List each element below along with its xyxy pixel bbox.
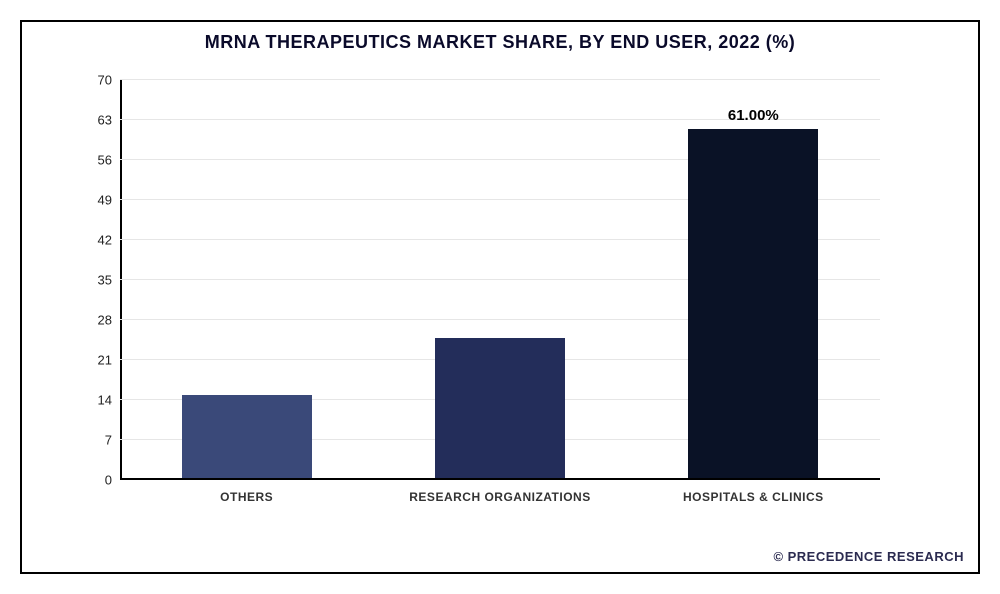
y-tick-label: 63 [80,113,112,128]
footer-credit: © PRECEDENCE RESEARCH [773,549,964,564]
y-tick-label: 49 [80,193,112,208]
bar [435,338,565,478]
x-axis-label: HOSPITALS & CLINICS [627,490,880,504]
chart-title: MRNA THERAPEUTICS MARKET SHARE, BY END U… [0,32,1000,53]
y-tick-label: 28 [80,313,112,328]
bar-slot: 61.00% [627,129,880,478]
bar: 61.00% [688,129,818,478]
x-axis-labels: OTHERSRESEARCH ORGANIZATIONSHOSPITALS & … [120,490,880,504]
y-tick-label: 14 [80,393,112,408]
x-axis-label: RESEARCH ORGANIZATIONS [373,490,626,504]
y-tick-label: 56 [80,153,112,168]
y-tick-label: 42 [80,233,112,248]
x-axis [120,478,880,480]
x-axis-label: OTHERS [120,490,373,504]
bar-slot [120,395,373,478]
y-tick-label: 7 [80,433,112,448]
bars-container: 61.00% [120,80,880,478]
y-tick-label: 35 [80,273,112,288]
y-tick-label: 0 [80,473,112,488]
bar [182,395,312,478]
plot-area: 07142128354249566370 61.00% [120,80,880,480]
bar-slot [373,338,626,478]
y-tick-label: 21 [80,353,112,368]
y-tick-label: 70 [80,73,112,88]
bar-value-label: 61.00% [728,107,779,124]
